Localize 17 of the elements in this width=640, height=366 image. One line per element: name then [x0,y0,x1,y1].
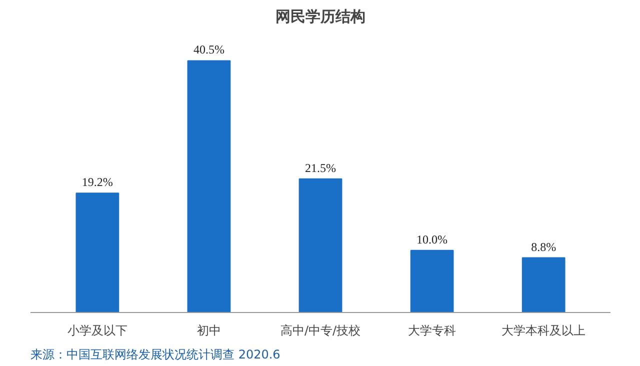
x-tick-label: 大学专科 [408,324,456,338]
x-tick-label: 小学及以下 [67,324,128,338]
source-note: 来源：中国互联网络发展状况统计调查 2020.6 [30,348,280,362]
bar [410,250,454,312]
data-label: 10.0% [416,232,448,246]
data-label: 8.8% [531,240,556,254]
x-tick-label: 大学本科及以上 [502,324,586,338]
bar [76,192,120,312]
bar [298,178,342,312]
data-label: 19.2% [82,175,113,190]
x-tick-label: 高中/中专/技校 [280,324,361,338]
chart-title: 网民学历结构 [276,8,366,26]
bar [522,257,566,312]
data-label: 21.5% [305,160,336,175]
bar [187,60,231,312]
data-label: 40.5% [193,42,224,57]
x-tick-label: 初中 [196,324,221,338]
